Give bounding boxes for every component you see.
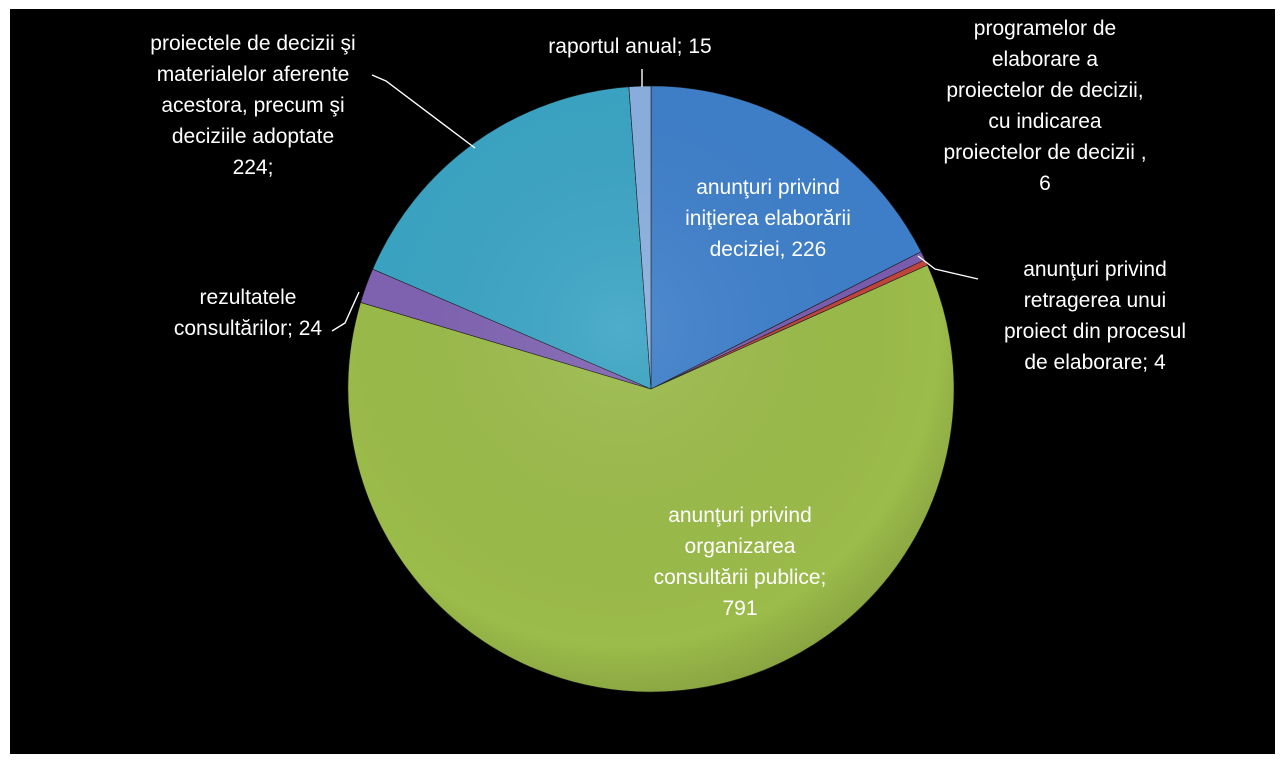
slice-label-line: consultărilor; 24 — [174, 317, 323, 340]
leader-line — [917, 255, 979, 280]
slice-label-line: proiect din procesul — [1004, 320, 1186, 343]
slice-label-line: de elaborare; 4 — [1024, 351, 1166, 374]
slice-data-label: anunţuri privind retragerea unui proiect d… — [1004, 258, 1186, 374]
slice-label-line: anunţuri privind — [1023, 258, 1167, 281]
slice-label-line: iniţierea elaborării — [685, 207, 851, 230]
slice-data-label: proiectele de decizii şi materialelor afe… — [150, 32, 355, 179]
slice-label-line: 224; — [233, 156, 274, 179]
leader-line — [331, 291, 360, 332]
slice-label-line: proiectelor de decizii , — [943, 141, 1146, 164]
slice-label-line: 791 — [722, 597, 757, 620]
slice-label-line: proiectelor de decizii, — [946, 79, 1143, 102]
slice-label-line: organizarea — [685, 535, 796, 558]
slice-label-line: elaborare a — [992, 48, 1099, 71]
slice-label-line: retragerea unui — [1024, 289, 1166, 312]
slice-data-label: anunţuri privind organizarea consultării p… — [654, 504, 827, 620]
slice-label-line: cu indicarea — [988, 110, 1102, 133]
slice-label-line: consultării publice; — [654, 566, 827, 589]
slice-label-line: anunţuri privind — [668, 504, 812, 527]
slice-label-line: rezultatele — [200, 286, 297, 309]
slice-label-line: 6 — [1039, 172, 1051, 195]
slice-label-line: anunţuri privind — [696, 176, 840, 199]
slice-label-line: deciziei, 226 — [710, 238, 827, 261]
slice-data-label: rezultatele consultărilor; 24 — [174, 286, 323, 340]
pie-chart: anunţuri privind iniţierea elaborării deci… — [150, 17, 1186, 693]
leader-line — [371, 74, 476, 149]
chart-area: anunţuri privind iniţierea elaborării deci… — [10, 9, 1275, 754]
slice-data-label: anunţuri privind iniţierea elaborării deci… — [685, 176, 851, 261]
slice-label-line: proiectele de decizii şi — [150, 32, 355, 55]
slice-label-line: materialelor aferente — [157, 63, 350, 86]
slice-label-line: raportul anual; 15 — [548, 35, 711, 58]
slice-data-label: raportul anual; 15 — [548, 35, 711, 58]
slice-label-line: acestora, precum şi — [161, 94, 344, 117]
slice-label-line: programelor de — [974, 17, 1116, 40]
slice-label-line: deciziile adoptate — [172, 125, 334, 148]
slice-data-label: programelor de elaborare a proiectelor de … — [943, 17, 1146, 195]
